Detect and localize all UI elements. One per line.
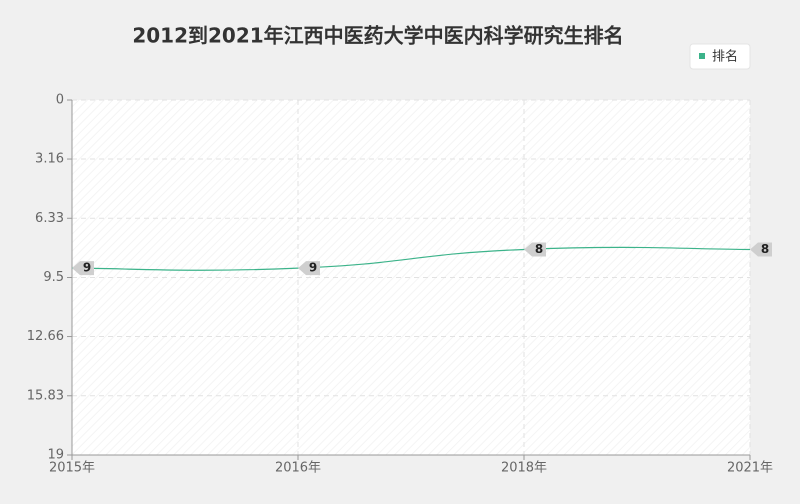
data-label: 9 (309, 261, 317, 275)
legend: 排名 (689, 43, 751, 70)
x-tick-label: 2018年 (501, 461, 547, 476)
x-tick-label: 2015年 (49, 461, 95, 476)
chart-title: 2012到2021年江西中医药大学中医内科学研究生排名 (132, 24, 623, 48)
legend-swatch (699, 53, 705, 59)
data-label: 9 (83, 261, 91, 275)
x-tick-label: 2016年 (275, 461, 321, 476)
x-tick-label: 2021年 (727, 461, 773, 476)
y-tick-label: 19 (47, 448, 64, 463)
data-label-bg (750, 242, 772, 257)
legend-box (689, 43, 751, 70)
y-tick-label: 12.66 (27, 329, 64, 344)
data-label-bg (72, 261, 94, 276)
y-tick-label: 9.5 (43, 270, 64, 285)
legend-label: 排名 (712, 49, 738, 65)
data-label-bg (298, 261, 320, 276)
series-line (71, 246, 751, 271)
y-tick-label: 3.16 (35, 152, 64, 167)
y-tick-label: 15.83 (27, 388, 64, 403)
y-tick-label: 0 (56, 93, 64, 108)
data-label: 8 (535, 242, 543, 256)
data-label-bg (524, 242, 546, 257)
y-tick-label: 6.33 (35, 211, 64, 226)
data-label: 8 (761, 242, 769, 256)
